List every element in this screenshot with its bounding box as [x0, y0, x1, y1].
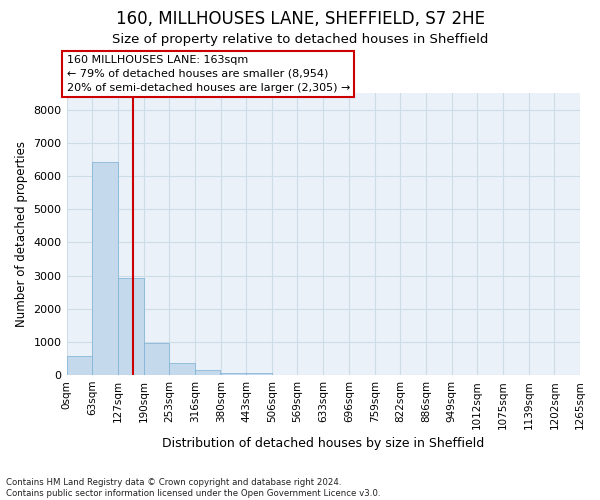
Bar — [247, 373, 272, 375]
Text: Contains HM Land Registry data © Crown copyright and database right 2024.
Contai: Contains HM Land Registry data © Crown c… — [6, 478, 380, 498]
Bar — [169, 363, 195, 375]
Bar — [118, 278, 143, 375]
X-axis label: Distribution of detached houses by size in Sheffield: Distribution of detached houses by size … — [162, 437, 484, 450]
Bar — [67, 356, 92, 375]
Bar — [92, 162, 118, 375]
Bar — [143, 343, 169, 375]
Text: Size of property relative to detached houses in Sheffield: Size of property relative to detached ho… — [112, 32, 488, 46]
Text: 160 MILLHOUSES LANE: 163sqm
← 79% of detached houses are smaller (8,954)
20% of : 160 MILLHOUSES LANE: 163sqm ← 79% of det… — [67, 55, 350, 93]
Y-axis label: Number of detached properties: Number of detached properties — [15, 141, 28, 327]
Bar — [195, 370, 220, 375]
Text: 160, MILLHOUSES LANE, SHEFFIELD, S7 2HE: 160, MILLHOUSES LANE, SHEFFIELD, S7 2HE — [115, 10, 485, 28]
Bar — [221, 373, 247, 375]
